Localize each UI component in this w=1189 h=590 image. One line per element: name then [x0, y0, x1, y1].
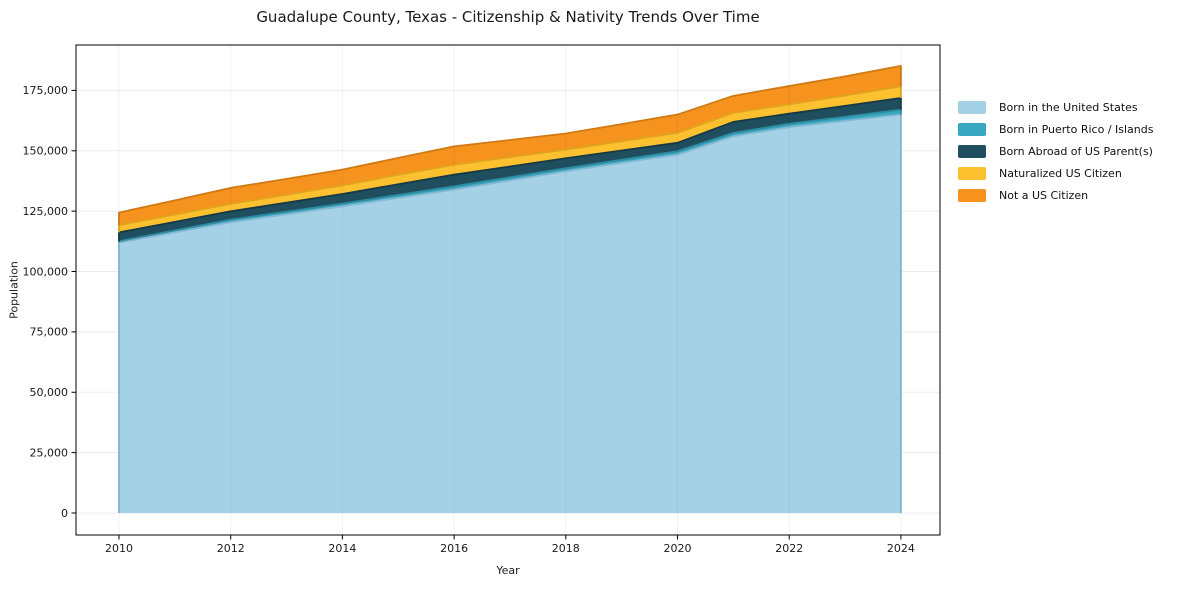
area-series-group — [119, 65, 901, 514]
x-tick-label: 2010 — [105, 542, 133, 555]
gridlines-vertical — [118, 45, 902, 535]
x-tick-label: 2014 — [328, 542, 356, 555]
area-edges-group — [118, 64, 902, 514]
legend-item-2: Born Abroad of US Parent(s) — [958, 144, 1153, 159]
legend-label: Born in the United States — [999, 101, 1138, 114]
legend-label: Naturalized US Citizen — [999, 167, 1122, 180]
x-tick-label: 2018 — [552, 542, 580, 555]
y-tick-label: 150,000 — [23, 145, 69, 158]
legend-swatch-icon — [958, 189, 986, 202]
chart-title: Guadalupe County, Texas - Citizenship & … — [256, 8, 760, 26]
legend-swatch-icon — [958, 123, 986, 136]
area-edge-2 — [118, 97, 902, 242]
y-tick-label: 125,000 — [23, 205, 69, 218]
legend-item-3: Naturalized US Citizen — [958, 166, 1153, 181]
x-tick-label: 2022 — [775, 542, 803, 555]
x-axis-label: Year — [496, 564, 520, 577]
area-edge-0 — [118, 113, 902, 514]
legend-swatch-icon — [958, 101, 986, 114]
x-tick-label: 2012 — [217, 542, 245, 555]
legend-label: Not a US Citizen — [999, 189, 1089, 202]
legend-item-1: Born in Puerto Rico / Islands — [958, 122, 1153, 137]
x-tick-label: 2020 — [664, 542, 692, 555]
y-tick-label: 75,000 — [30, 326, 69, 339]
area-edge-3 — [118, 85, 902, 233]
legend-label: Born Abroad of US Parent(s) — [999, 145, 1153, 158]
legend: Born in the United States Born in Puerto … — [958, 100, 1153, 210]
area-series-2 — [119, 98, 901, 242]
legend-label: Born in Puerto Rico / Islands — [999, 123, 1154, 136]
legend-swatch-icon — [958, 145, 986, 158]
legend-swatch-icon — [958, 167, 986, 180]
y-tick-label: 0 — [61, 507, 68, 520]
x-tick-label: 2024 — [887, 542, 915, 555]
legend-item-4: Not a US Citizen — [958, 188, 1153, 203]
plot-border — [75, 44, 941, 536]
x-tick-label: 2016 — [440, 542, 468, 555]
legend-item-0: Born in the United States — [958, 100, 1153, 115]
area-edge-4 — [118, 64, 902, 226]
area-series-0 — [119, 114, 901, 514]
y-tick-label: 50,000 — [30, 386, 69, 399]
y-tick-label: 25,000 — [30, 446, 69, 459]
area-edge-1 — [118, 108, 902, 243]
y-tick-label: 100,000 — [23, 265, 69, 278]
y-tick-label: 175,000 — [23, 84, 69, 97]
ticks-group: 2010 2012 2014 2016 2018 2020 2022 2024 0 25,000 5… — [23, 84, 915, 555]
